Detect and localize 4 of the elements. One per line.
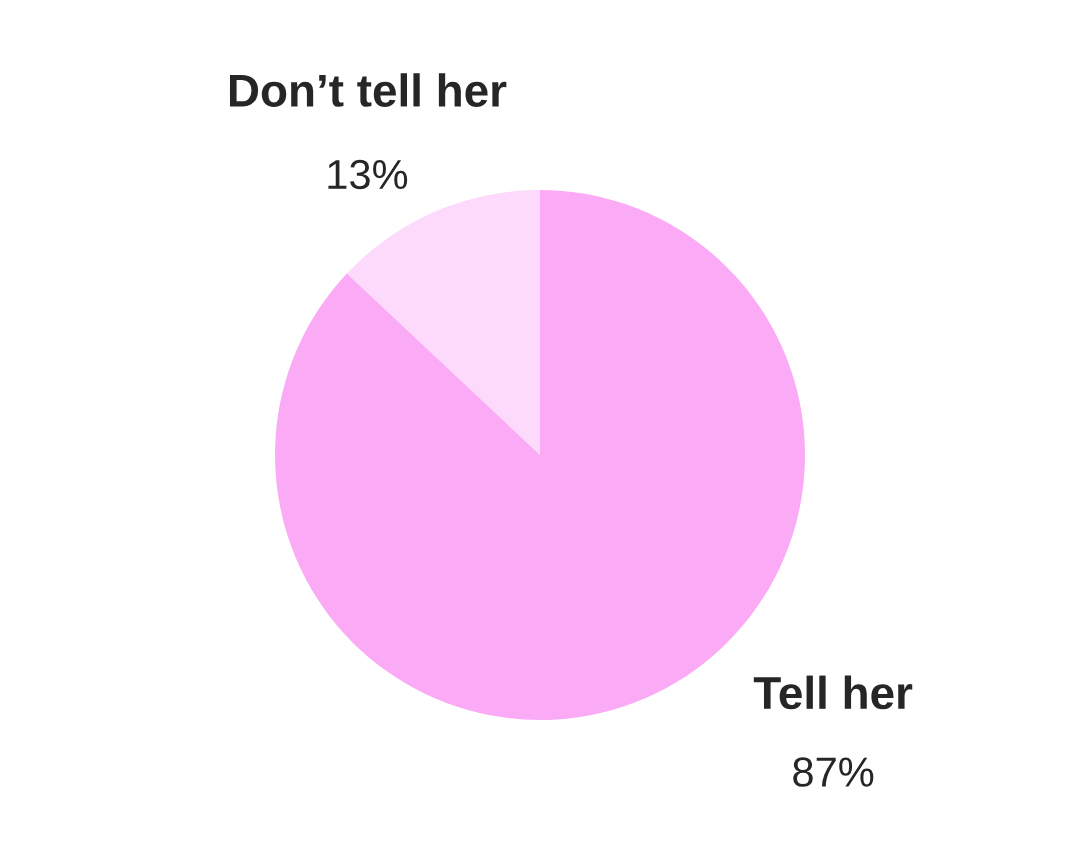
slice-label: Tell her <box>753 675 913 710</box>
slice-label: Don’t tell her <box>229 73 507 107</box>
data-label: 87% <box>793 757 874 787</box>
data-label: 13% <box>328 159 408 190</box>
